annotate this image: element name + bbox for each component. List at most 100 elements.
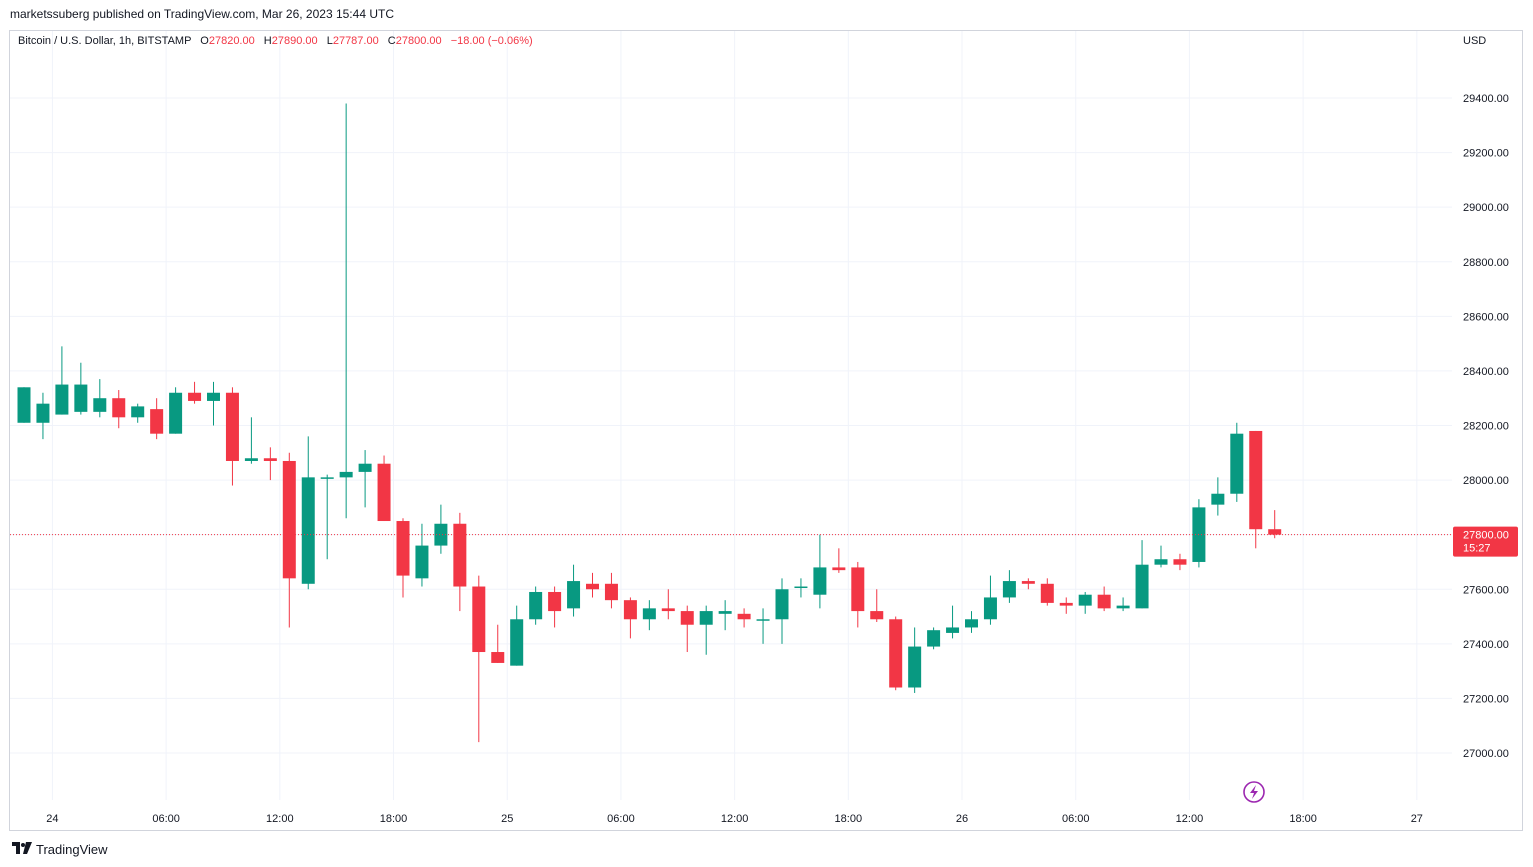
candle[interactable] — [1078, 591, 1092, 614]
currency-label[interactable]: USD — [1463, 35, 1487, 47]
ohlc-legend: Bitcoin / U.S. Dollar, 1h, BITSTAMP O278… — [18, 35, 533, 47]
candle[interactable] — [661, 589, 675, 620]
time-tick-label: 27 — [1411, 813, 1423, 825]
candle[interactable] — [396, 518, 410, 598]
candle[interactable] — [1154, 545, 1168, 568]
candle[interactable] — [604, 572, 618, 609]
candle[interactable] — [567, 564, 581, 617]
candles — [17, 103, 1282, 743]
candle[interactable] — [1002, 570, 1016, 603]
candle-body — [472, 586, 486, 653]
candle-body — [775, 589, 789, 620]
candle[interactable] — [851, 561, 865, 628]
time-tick-label: 12:00 — [266, 813, 294, 825]
candle[interactable] — [415, 523, 429, 587]
candle[interactable] — [93, 379, 107, 418]
candle[interactable] — [870, 589, 884, 622]
candle[interactable] — [1173, 553, 1187, 571]
candle-body — [36, 403, 50, 423]
candle[interactable] — [718, 600, 732, 631]
candle[interactable] — [1135, 540, 1149, 609]
candle[interactable] — [377, 455, 391, 522]
candle-body — [17, 387, 31, 423]
candle[interactable] — [1211, 477, 1225, 516]
change-value: −18.00 (−0.06%) — [450, 35, 533, 47]
candle[interactable] — [1097, 586, 1111, 612]
candle[interactable] — [131, 403, 145, 423]
candle-body — [1268, 529, 1282, 535]
snapshot-lightning-icon[interactable] — [1243, 781, 1265, 803]
candle[interactable] — [112, 390, 126, 429]
candle[interactable] — [339, 103, 353, 519]
candle[interactable] — [434, 504, 448, 554]
candle[interactable] — [775, 578, 789, 644]
candle[interactable] — [813, 534, 827, 609]
candle[interactable] — [1268, 510, 1282, 539]
candle[interactable] — [36, 392, 50, 440]
candle[interactable] — [453, 512, 467, 612]
candle[interactable] — [586, 572, 599, 598]
candle[interactable] — [301, 436, 315, 590]
candle[interactable] — [965, 611, 978, 633]
price-tick-label: 27000.00 — [1463, 748, 1509, 760]
tradingview-brand[interactable]: TradingView — [12, 842, 108, 857]
candle[interactable] — [623, 597, 637, 639]
candle[interactable] — [491, 624, 505, 663]
time-tick-label: 18:00 — [1289, 813, 1317, 825]
candle-body — [339, 471, 353, 478]
symbol-title[interactable]: Bitcoin / U.S. Dollar, 1h, BITSTAMP — [18, 35, 192, 47]
candle[interactable] — [794, 578, 808, 598]
candle-body — [491, 652, 505, 663]
candle[interactable] — [472, 575, 486, 743]
candle[interactable] — [1040, 578, 1054, 606]
candle[interactable] — [150, 398, 164, 440]
time-tick-label: 26 — [956, 813, 968, 825]
price-tick-label: 28600.00 — [1463, 311, 1509, 323]
candle[interactable] — [642, 600, 656, 631]
candle[interactable] — [207, 381, 220, 426]
candle[interactable] — [510, 605, 524, 666]
candle[interactable] — [1192, 499, 1206, 568]
candle[interactable] — [1249, 430, 1263, 549]
candle[interactable] — [358, 450, 372, 508]
candle[interactable] — [680, 605, 694, 653]
time-tick-label: 06:00 — [607, 813, 635, 825]
candle[interactable] — [169, 387, 183, 434]
candle[interactable] — [74, 362, 88, 415]
candle-body — [93, 398, 107, 412]
candle[interactable] — [832, 548, 846, 573]
candle[interactable] — [263, 447, 277, 481]
candle[interactable] — [244, 417, 258, 464]
candle-body — [756, 619, 770, 621]
candle[interactable] — [699, 605, 713, 655]
candle[interactable] — [983, 575, 997, 625]
candle-body — [870, 611, 884, 620]
candle[interactable] — [908, 627, 922, 693]
candle[interactable] — [927, 627, 941, 650]
candle[interactable] — [225, 387, 239, 486]
candle-body — [680, 611, 694, 625]
price-axis: 27000.00 27200.00 27400.00 27600.00 27800.00… — [1463, 93, 1509, 760]
candle-body — [946, 627, 960, 633]
candle[interactable] — [529, 586, 543, 625]
candle[interactable] — [1230, 422, 1244, 502]
candle[interactable] — [282, 452, 296, 628]
candle-body — [642, 608, 656, 620]
candle[interactable] — [756, 608, 770, 644]
candle[interactable] — [55, 346, 69, 415]
candle-body — [1116, 605, 1130, 609]
candle[interactable] — [17, 387, 31, 423]
candle[interactable] — [1021, 578, 1035, 590]
candle[interactable] — [737, 608, 751, 628]
candle[interactable] — [946, 605, 960, 639]
candle[interactable] — [1116, 597, 1130, 612]
candle[interactable] — [320, 474, 334, 560]
candle[interactable] — [188, 381, 202, 404]
candle[interactable] — [548, 586, 562, 628]
candle-body — [851, 567, 865, 612]
candle[interactable] — [889, 616, 903, 691]
high-label: H — [263, 35, 272, 47]
candle[interactable] — [1059, 597, 1073, 614]
